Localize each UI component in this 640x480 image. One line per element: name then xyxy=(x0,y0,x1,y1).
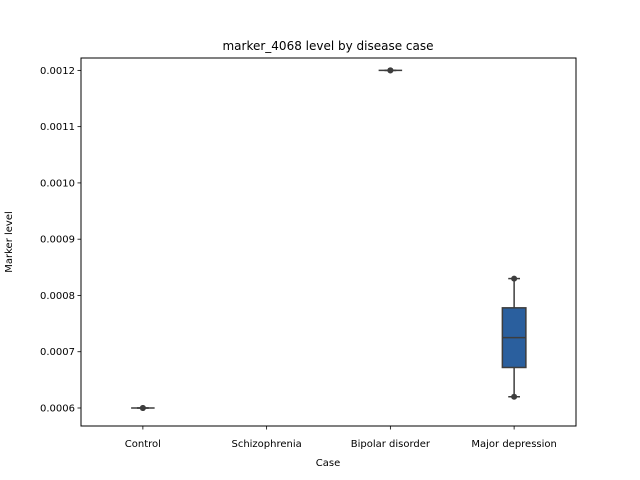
max-point xyxy=(511,275,518,282)
y-tick-label: 0.0009 xyxy=(40,235,75,246)
min-point xyxy=(511,393,518,400)
x-axis-ticks: Control Schizophrenia Bipolar disorder Majo… xyxy=(125,426,557,450)
x-tick-label: Bipolar disorder xyxy=(351,439,431,450)
y-axis-ticks: 0.0006 0.0007 0.0008 0.0009 0.0010 0.0011 0.00… xyxy=(40,66,81,414)
box-plot-series xyxy=(131,67,527,411)
chart-title: marker_4068 level by disease case xyxy=(222,39,433,53)
x-tick-label: Schizophrenia xyxy=(231,439,301,450)
y-tick-label: 0.0011 xyxy=(40,122,75,133)
y-tick-label: 0.0006 xyxy=(40,403,75,414)
box-major-depression xyxy=(501,275,527,400)
min-point xyxy=(139,404,146,411)
x-tick-label: Control xyxy=(125,439,161,450)
box-control xyxy=(131,404,155,411)
y-axis-label: Marker level xyxy=(4,211,15,273)
y-tick-label: 0.0007 xyxy=(40,347,75,358)
y-tick-label: 0.0008 xyxy=(40,291,75,302)
x-tick-label: Major depression xyxy=(471,439,557,450)
min-point xyxy=(387,67,394,74)
box-bipolar-disorder xyxy=(378,67,403,74)
y-tick-label: 0.0010 xyxy=(40,178,75,189)
x-axis-label: Case xyxy=(316,458,340,469)
plot-area-frame xyxy=(80,57,577,427)
y-tick-label: 0.0012 xyxy=(40,66,75,77)
